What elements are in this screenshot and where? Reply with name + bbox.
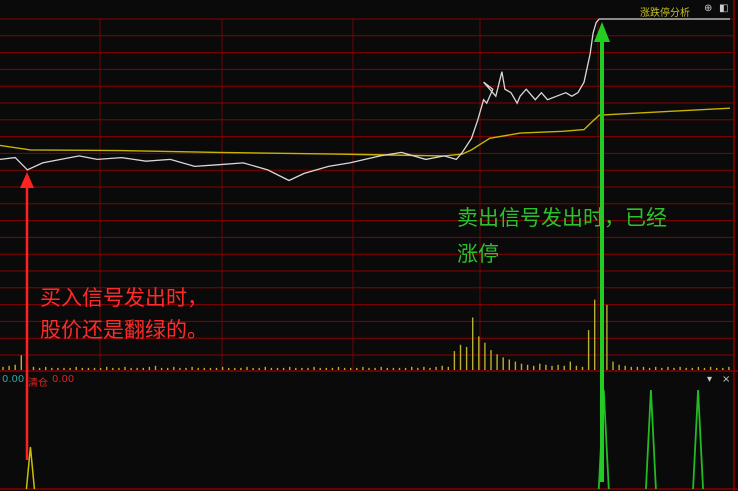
triangle-down-icon[interactable]: ▾: [707, 374, 713, 385]
sell-arrow-head: [594, 22, 610, 42]
buy-annotation-line2: 股价还是翻绿的。: [40, 318, 208, 342]
sell-annotation-line2: 涨停: [457, 242, 499, 266]
price-line: [0, 18, 730, 182]
plus-circle-icon[interactable]: ⊕: [704, 3, 713, 14]
close-icon[interactable]: ×: [722, 374, 731, 385]
sell-signal-spike: [645, 389, 657, 490]
average-price-line: [0, 107, 731, 157]
layout-icon[interactable]: ◧: [719, 3, 729, 14]
buy-signal-spike: [25, 446, 36, 490]
sub-indicator-value-2: 0.00: [52, 374, 75, 385]
buy-annotation-line1: 买入信号发出时，: [40, 286, 208, 310]
buy-arrow-head: [20, 172, 34, 188]
panel-title: 涨跌停分析: [640, 8, 690, 19]
sell-annotation-line1: 卖出信号发出时，已经: [457, 206, 667, 230]
sub-indicator-value: 0.00: [2, 374, 25, 385]
sub-indicator-label: 清仓: [28, 378, 48, 389]
sell-signal-spike: [692, 389, 704, 490]
